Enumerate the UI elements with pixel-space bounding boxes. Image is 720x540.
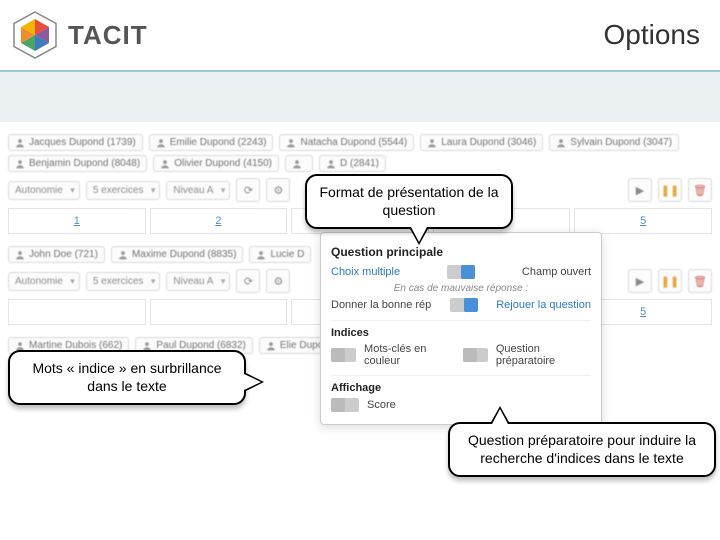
callout-arrow-icon: [409, 227, 429, 245]
pause-button[interactable]: ❚❚: [658, 269, 682, 293]
play-button[interactable]: ▶: [628, 269, 652, 293]
option-give-answer: Donner la bonne rép: [331, 299, 431, 311]
play-button[interactable]: ▶: [628, 178, 652, 202]
exercises-select[interactable]: 5 exercices: [86, 272, 161, 291]
option-score: Score: [367, 399, 396, 411]
toggle-wrong-answer[interactable]: [450, 298, 478, 312]
content: Jacques Dupond (1739) Emilie Dupond (2243…: [0, 122, 720, 366]
callout-arrow-icon: [244, 372, 264, 392]
option-keywords: Mots-clés en couleur: [364, 343, 455, 367]
callout-indices: Mots « indice » en surbrillance dans le …: [8, 350, 246, 405]
page-cell[interactable]: 2: [150, 208, 288, 234]
header: TACIT Options: [0, 0, 720, 72]
toggle-keywords[interactable]: [331, 348, 356, 362]
logo-hex-icon: [10, 10, 60, 60]
callout-arrow-icon: [490, 406, 510, 424]
student-chip[interactable]: Sylvain Dupond (3047): [549, 134, 679, 151]
page-cell[interactable]: 1: [8, 208, 146, 234]
student-chip[interactable]: Laura Dupond (3046): [420, 134, 543, 151]
callout-format: Format de présentation de la question: [305, 174, 513, 229]
student-chip[interactable]: [285, 155, 313, 172]
page-cell[interactable]: [8, 299, 146, 325]
gear-button[interactable]: ⚙: [266, 178, 290, 202]
callout-prep-question: Question préparatoire pour induire la re…: [448, 422, 716, 477]
page-cell[interactable]: 5: [574, 208, 712, 234]
toggle-score[interactable]: [331, 398, 359, 412]
autonomy-select[interactable]: Autonomie: [8, 181, 80, 200]
spacer: [0, 72, 720, 122]
trash-button[interactable]: 🗑: [688, 178, 712, 202]
toggle-question-format[interactable]: [447, 265, 475, 279]
student-chip[interactable]: Benjamin Dupond (8048): [8, 155, 147, 172]
option-multiple-choice: Choix multiple: [331, 266, 400, 278]
pause-button[interactable]: ❚❚: [658, 178, 682, 202]
toggle-prep-question[interactable]: [463, 348, 488, 362]
logo: TACIT: [10, 10, 148, 60]
popup-heading-indices: Indices: [331, 320, 591, 339]
callout-text: Format de présentation de la question: [320, 184, 499, 218]
refresh-button[interactable]: ⟳: [236, 269, 260, 293]
option-replay: Rejouer la question: [496, 299, 591, 311]
page-cell[interactable]: [150, 299, 288, 325]
logo-text: TACIT: [68, 20, 148, 51]
student-chip[interactable]: Olivier Dupond (4150): [153, 155, 279, 172]
gear-button[interactable]: ⚙: [266, 269, 290, 293]
level-select[interactable]: Niveau A: [166, 272, 230, 291]
student-chip[interactable]: Natacha Dupond (5544): [279, 134, 414, 151]
student-chip[interactable]: Emilie Dupond (2243): [149, 134, 274, 151]
student-chip[interactable]: D (2841): [319, 155, 386, 172]
option-prep-question: Question préparatoire: [496, 343, 591, 367]
student-chip[interactable]: Jacques Dupond (1739): [8, 134, 143, 151]
student-chip[interactable]: John Doe (721): [8, 246, 105, 263]
callout-text: Mots « indice » en surbrillance dans le …: [32, 360, 221, 394]
student-chip-row: Jacques Dupond (1739) Emilie Dupond (2243…: [8, 134, 712, 151]
refresh-button[interactable]: ⟳: [236, 178, 260, 202]
options-popup: Question principale Choix multiple Champ…: [320, 232, 602, 425]
popup-heading-main: Question principale: [331, 245, 591, 259]
exercises-select[interactable]: 5 exercices: [86, 181, 161, 200]
student-chip[interactable]: Maxime Dupond (8835): [111, 246, 244, 263]
popup-heading-display: Affichage: [331, 375, 591, 394]
popup-note: En cas de mauvaise réponse :: [331, 283, 591, 294]
student-chip-row: Benjamin Dupond (8048) Olivier Dupond (41…: [8, 155, 712, 172]
level-select[interactable]: Niveau A: [166, 181, 230, 200]
option-open-field: Champ ouvert: [522, 266, 591, 278]
autonomy-select[interactable]: Autonomie: [8, 272, 80, 291]
callout-text: Question préparatoire pour induire la re…: [468, 432, 696, 466]
student-chip[interactable]: Lucie D: [249, 246, 311, 263]
trash-button[interactable]: 🗑: [688, 269, 712, 293]
page-title: Options: [604, 19, 701, 51]
